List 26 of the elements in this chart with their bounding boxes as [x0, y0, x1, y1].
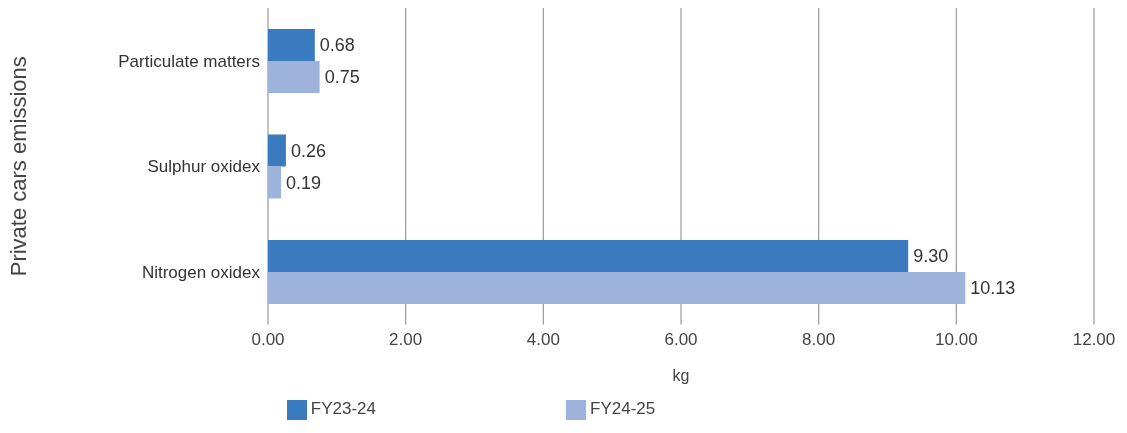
y-axis-title: Private cars emissions — [5, 56, 31, 277]
y-tick-label: Particulate matters — [118, 51, 260, 71]
bar — [268, 166, 282, 199]
data-label: 0.75 — [324, 67, 360, 88]
x-tick-label: 2.00 — [389, 329, 423, 349]
bar — [268, 134, 286, 167]
x-tick-label: 0.00 — [251, 329, 285, 349]
x-tick-label: 12.00 — [1072, 329, 1116, 349]
bar — [268, 61, 320, 94]
x-tick-label: 6.00 — [664, 329, 698, 349]
bar — [268, 29, 315, 62]
data-label: 9.30 — [913, 246, 949, 267]
data-label: 10.13 — [970, 278, 1016, 299]
x-tick-label: 8.00 — [802, 329, 836, 349]
x-tick-label: 10.00 — [935, 329, 978, 349]
data-label: 0.68 — [319, 35, 355, 56]
legend-label: FY24-25 — [590, 399, 656, 419]
bar — [268, 240, 909, 273]
y-tick-label: Sulphur oxidex — [147, 157, 261, 177]
bar — [268, 272, 966, 305]
data-label: 0.26 — [290, 140, 326, 161]
x-axis-title: kg — [672, 367, 690, 385]
data-label: 0.19 — [286, 172, 322, 193]
legend-label: FY23-24 — [310, 399, 376, 419]
x-tick-label: 4.00 — [526, 329, 560, 349]
y-tick-label: Nitrogen oxidex — [141, 262, 261, 282]
